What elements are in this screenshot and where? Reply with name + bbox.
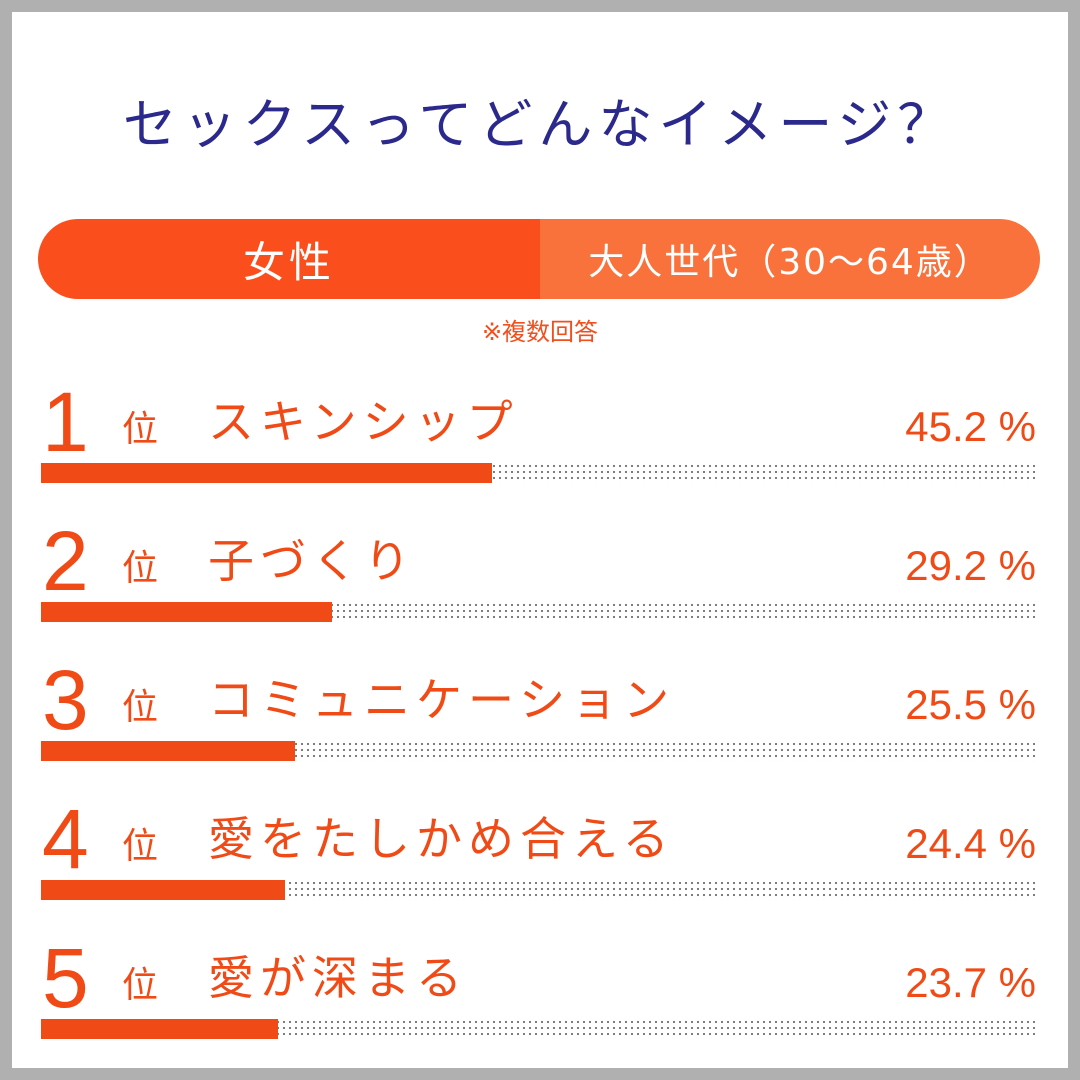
rank-number: 2 [42,514,89,608]
rank-suffix: 位 [122,965,159,1006]
bar [41,602,332,622]
category-label: 子づくり [208,534,416,588]
bar-track [41,1019,1039,1039]
category-label: 愛が深まる [208,951,468,1005]
rank-suffix: 位 [122,409,159,450]
category-label: コミュニケーション [208,673,676,727]
value-label: 25.5 % [905,681,1036,728]
chart-title: セックスってどんなイメージ？ [122,93,958,156]
ranking-row: 1 位 スキンシップ 45.2 % [12,377,1068,487]
value-label: 24.4 % [905,820,1036,867]
segment-age-group: 大人世代（30～64歳） [540,219,1040,299]
rank-suffix: 位 [122,826,159,867]
bar [41,880,285,900]
rank-suffix: 位 [122,548,159,589]
segment-pill: 女性 大人世代（30～64歳） [38,219,1040,299]
value-label: 23.7 % [905,959,1036,1006]
segment-gender: 女性 [38,219,540,299]
category-label: スキンシップ [208,395,519,449]
value-label: 29.2 % [905,542,1036,589]
bar-track [41,880,1039,900]
bar [41,741,295,761]
multiple-answer-note: ※複数回答 [481,318,599,346]
bar [41,1019,278,1039]
bar [41,463,492,483]
ranking-row: 2 位 子づくり 29.2 % [12,516,1068,626]
ranking-row: 3 位 コミュニケーション 25.5 % [12,655,1068,765]
rank-number: 3 [42,653,89,747]
ranking-row: 4 位 愛をたしかめ合える 24.4 % [12,794,1068,904]
rank-suffix: 位 [122,687,159,728]
rank-number: 1 [42,375,89,469]
bar-track [41,741,1039,761]
bar-track [41,602,1039,622]
bar-track [41,463,1039,483]
rank-number: 4 [42,792,89,886]
value-label: 45.2 % [905,403,1036,450]
ranking-row: 5 位 愛が深まる 23.7 % [12,933,1068,1043]
category-label: 愛をたしかめ合える [208,812,675,866]
rank-number: 5 [42,931,89,1025]
